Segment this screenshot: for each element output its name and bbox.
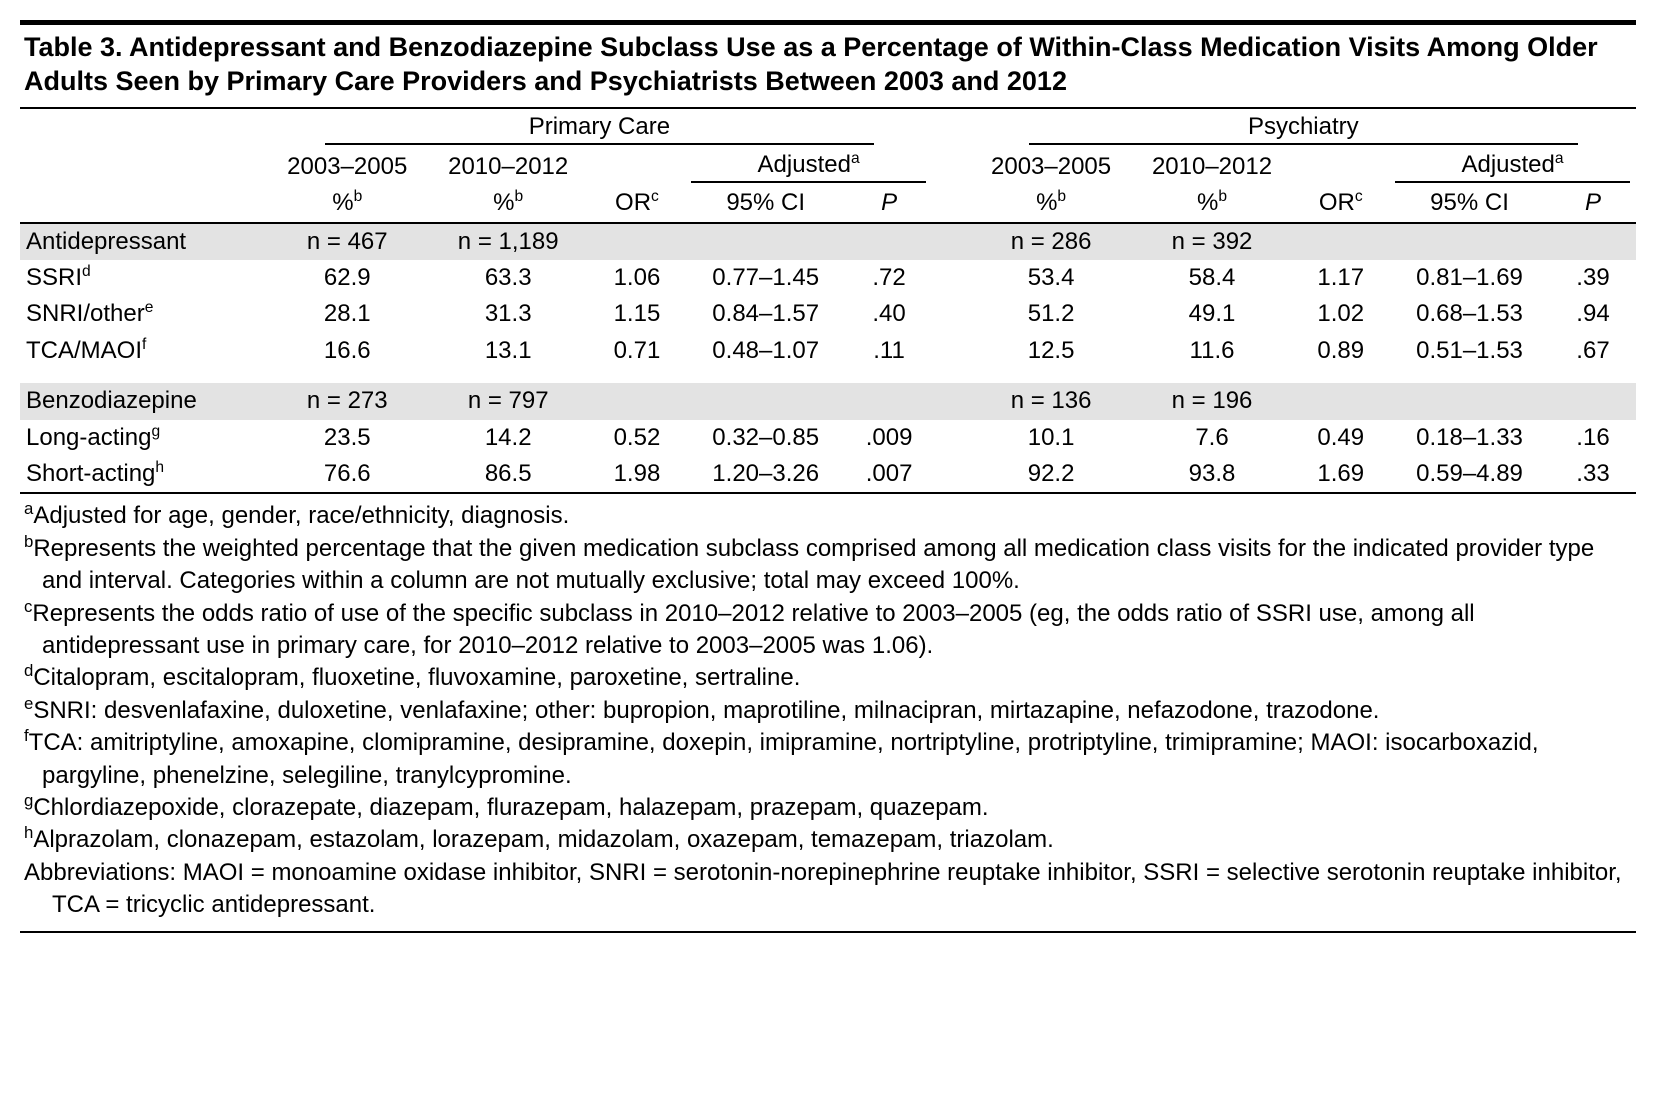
header-row-groups: Primary Care Psychiatry	[20, 109, 1636, 147]
footnote-g: Chlordiazepoxide, clorazepate, diazepam,…	[33, 794, 988, 821]
table-3: Table 3. Antidepressant and Benzodiazepi…	[20, 20, 1636, 933]
section-benzodiazepine: Benzodiazepine n = 273 n = 797 n = 136 n…	[20, 383, 1636, 419]
hdr-psy-adjusted: Adjusted	[1461, 151, 1554, 178]
footnote-e: SNRI: desvenlafaxine, duloxetine, venlaf…	[33, 697, 1379, 724]
col-group-primary-care: Primary Care	[325, 111, 874, 145]
table-title: Table 3. Antidepressant and Benzodiazepi…	[20, 25, 1636, 109]
hdr-pc-period2: 2010–2012	[428, 147, 589, 185]
row-snri-other: SNRI/othere 28.1 31.3 1.15 0.84–1.57 .40…	[20, 296, 1636, 332]
footnote-b: Represents the weighted percentage that …	[33, 535, 1594, 594]
footnotes: aAdjusted for age, gender, race/ethnicit…	[20, 492, 1636, 931]
section-gap	[20, 369, 1636, 383]
row-ssri: SSRId 62.9 63.3 1.06 0.77–1.45 .72 53.4 …	[20, 260, 1636, 296]
col-group-psychiatry: Psychiatry	[1029, 111, 1578, 145]
hdr-psy-period1: 2003–2005	[971, 147, 1132, 185]
hdr-pc-period1: 2003–2005	[267, 147, 428, 185]
footnote-c: Represents the odds ratio of use of the …	[32, 600, 1474, 659]
footnote-abbrev: Abbreviations: MAOI = monoamine oxidase …	[24, 857, 1632, 922]
footnote-d: Citalopram, escitalopram, fluoxetine, fl…	[33, 664, 800, 691]
hdr-pc-adjusted: Adjusted	[758, 151, 851, 178]
data-table: Primary Care Psychiatry 2003–2005 2010–2…	[20, 109, 1636, 493]
row-long-acting: Long-actingg 23.5 14.2 0.52 0.32–0.85 .0…	[20, 420, 1636, 456]
footnote-a: Adjusted for age, gender, race/ethnicity…	[33, 502, 569, 529]
header-row-units: %b %b ORc 95% CI P %b %b ORc 95% CI P	[20, 185, 1636, 222]
footnote-f: TCA: amitriptyline, amoxapine, clomipram…	[29, 729, 1539, 788]
section-label: Antidepressant	[20, 223, 267, 260]
hdr-psy-period2: 2010–2012	[1132, 147, 1293, 185]
row-short-acting: Short-actingh 76.6 86.5 1.98 1.20–3.26 .…	[20, 456, 1636, 492]
section-antidepressant: Antidepressant n = 467 n = 1,189 n = 286…	[20, 223, 1636, 260]
section-label: Benzodiazepine	[20, 383, 267, 419]
footnote-h: Alprazolam, clonazepam, estazolam, loraz…	[33, 826, 1053, 853]
header-row-periods: 2003–2005 2010–2012 Adjusteda 2003–2005 …	[20, 147, 1636, 185]
row-tca-maoi: TCA/MAOIf 16.6 13.1 0.71 0.48–1.07 .11 1…	[20, 333, 1636, 369]
